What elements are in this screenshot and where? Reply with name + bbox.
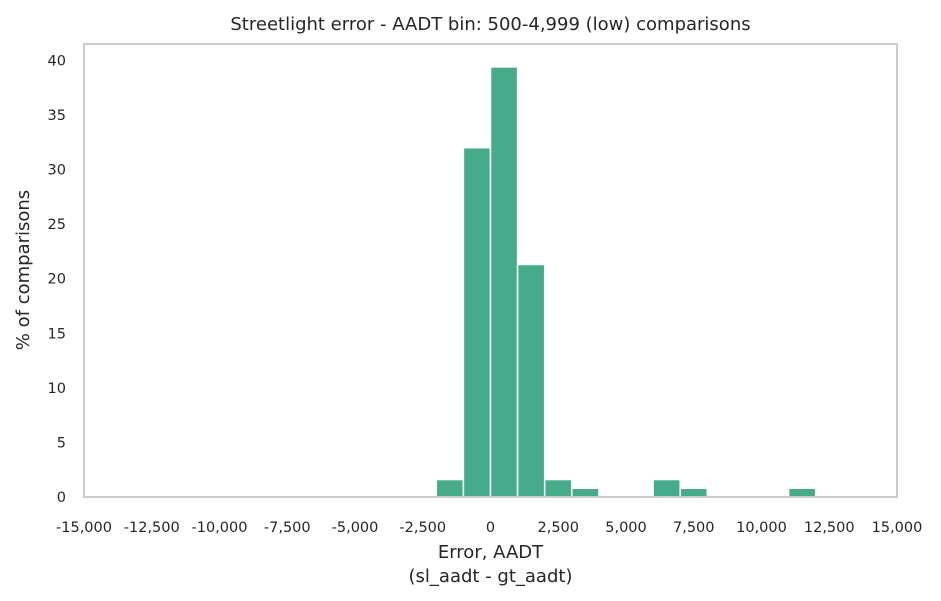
x-tick-label: -7,500: [264, 520, 311, 536]
histogram-bar-0: [435, 478, 465, 498]
y-tick-label: 30: [48, 163, 66, 179]
x-tick-label: -10,000: [192, 520, 248, 536]
x-tick-label: -15,000: [56, 520, 112, 536]
y-tick-labels: 0 5 10 15 20 25 30 35 40: [48, 53, 66, 506]
bars-group: [435, 66, 817, 498]
histogram-bar-4: [543, 478, 573, 498]
x-tick-label: 2,500: [537, 520, 579, 536]
x-tick-label: 12,500: [804, 520, 855, 536]
histogram-bar-8: [787, 487, 817, 498]
histogram-bar-3: [516, 263, 546, 498]
x-tick-label: 7,500: [673, 520, 715, 536]
y-axis-label: % of comparisons: [13, 190, 34, 350]
x-tick-label: 10,000: [736, 520, 787, 536]
plot-frame: [83, 43, 898, 498]
x-tick-label: 15,000: [872, 520, 923, 536]
y-tick-label: 0: [57, 490, 66, 506]
y-tick-label: 40: [48, 53, 66, 69]
x-axis-label: Error, AADT: [438, 542, 544, 563]
histogram-bar-1: [462, 146, 492, 498]
x-axis-label-formula: (sl_aadt - gt_aadt): [409, 566, 573, 587]
y-tick-label: 35: [48, 108, 66, 124]
y-tick-label: 10: [48, 381, 66, 397]
x-tick-label: -2,500: [399, 520, 446, 536]
histogram-bar-7: [679, 487, 709, 498]
x-tick-labels: -15,000 -12,500 -10,000 -7,500 -5,000 -2,500 0…: [56, 520, 922, 536]
histogram-bar-6: [652, 478, 681, 498]
histogram-bar-2: [489, 66, 519, 498]
histogram-bar-5: [571, 487, 600, 498]
y-tick-label: 5: [57, 435, 66, 451]
x-tick-label: 5,000: [605, 520, 647, 536]
chart-title: Streetlight error - AADT bin: 500-4,999 …: [230, 14, 750, 35]
y-tick-label: 25: [48, 217, 66, 233]
y-tick-label: 20: [48, 272, 66, 288]
x-tick-label: -12,500: [124, 520, 180, 536]
y-tick-label: 15: [48, 326, 66, 342]
x-tick-label: 0: [486, 520, 495, 536]
x-tick-label: -5,000: [332, 520, 379, 536]
